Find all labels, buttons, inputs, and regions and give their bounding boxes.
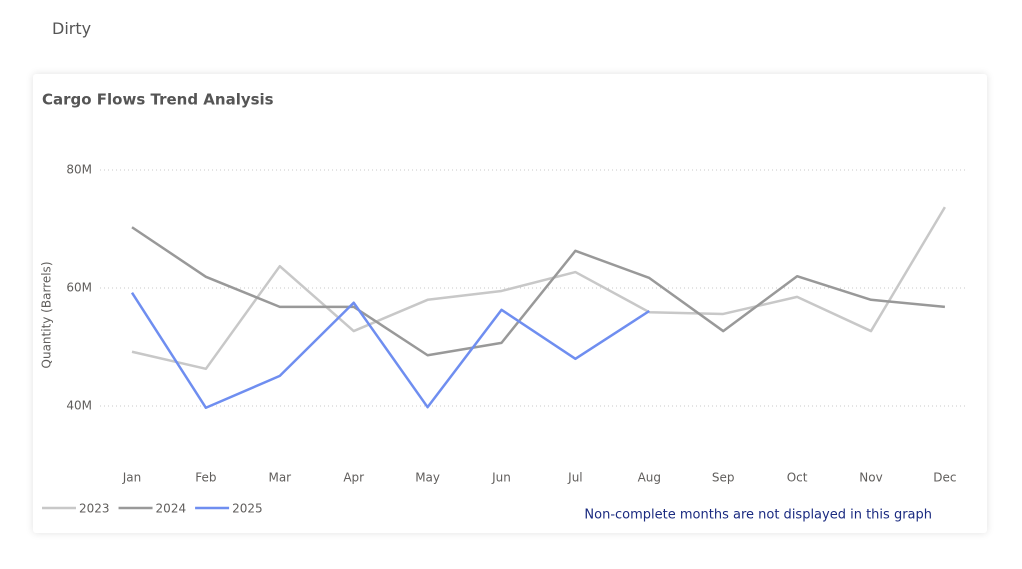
heading: Dirty [52, 19, 92, 38]
x-tick-label: Oct [787, 471, 808, 485]
y-axis-label: Quantity (Barrels) [40, 262, 54, 369]
x-tick-label: Dec [933, 471, 956, 485]
series-line [130, 292, 650, 410]
x-tick-label: Feb [195, 471, 216, 485]
x-tick-label: Jul [567, 471, 582, 485]
legend-label: 2025 [232, 502, 263, 516]
note: Non-complete months are not displayed in… [584, 508, 932, 523]
x-tick-label: Apr [343, 471, 364, 485]
x-tick-label: Aug [638, 471, 661, 485]
x-tick-label: Sep [712, 471, 735, 485]
legend-label: 2023 [79, 502, 110, 516]
x-tick-label: Jan [122, 471, 142, 485]
card [33, 74, 987, 533]
legend-label: 2024 [156, 502, 187, 516]
y-tick-label: 40M [66, 399, 92, 413]
x-tick-label: May [415, 471, 440, 485]
y-tick-label: 60M [66, 281, 92, 295]
x-tick-label: Nov [859, 471, 882, 485]
y-tick-label: 80M [66, 163, 92, 177]
x-tick-label: Mar [268, 471, 291, 485]
series-line [131, 226, 946, 357]
chart-title: Cargo Flows Trend Analysis [42, 91, 274, 109]
x-tick-label: Jun [491, 471, 511, 485]
series-line [131, 206, 946, 371]
